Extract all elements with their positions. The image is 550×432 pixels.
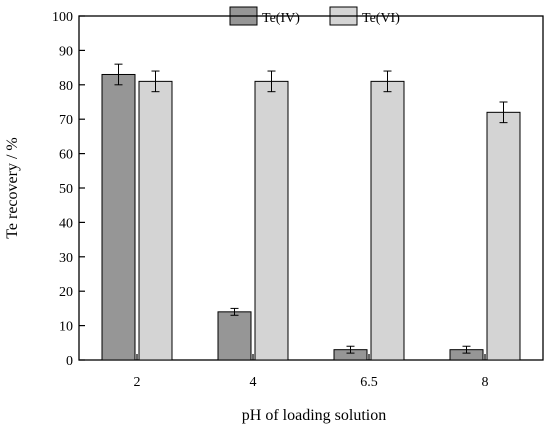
legend-label-te-vi: Te(VI): [362, 11, 400, 26]
y-tick-label: 70: [59, 113, 73, 128]
y-tick-label: 60: [59, 148, 73, 163]
bar-te-vi-6-5: [370, 80, 405, 361]
y-tick-label: 100: [52, 10, 73, 25]
legend-label-te-iv: Te(IV): [262, 11, 300, 26]
y-tick-label: 10: [59, 320, 73, 335]
y-tick-label: 0: [66, 354, 73, 369]
y-tick-label: 30: [59, 251, 73, 266]
x-axis-label: pH of loading solution: [242, 407, 386, 424]
y-tick-label: 50: [59, 182, 73, 197]
bar-te-vi-4: [254, 80, 289, 361]
bar-te-iv-4: [217, 311, 252, 361]
x-tick-label: 6.5: [360, 375, 378, 390]
y-tick-label: 80: [59, 79, 73, 94]
legend: Te(IV) Te(VI): [229, 6, 400, 26]
y-axis-label: Te recovery / %: [4, 137, 21, 239]
bar-te-vi-8: [486, 111, 521, 361]
x-tick-label: 4: [250, 375, 257, 390]
bar-te-vi-2: [138, 80, 173, 361]
x-tick-label: 2: [134, 375, 141, 390]
y-tick-label: 20: [59, 285, 73, 300]
bar-te-iv-2: [101, 73, 136, 361]
x-tick-label: 8: [482, 375, 489, 390]
y-tick-label: 40: [59, 216, 73, 231]
y-tick-label: 90: [59, 44, 73, 59]
plot-area: 0 10 20 30 40 50 60 70 80 90 100 2 4 6.5 8: [52, 10, 544, 390]
